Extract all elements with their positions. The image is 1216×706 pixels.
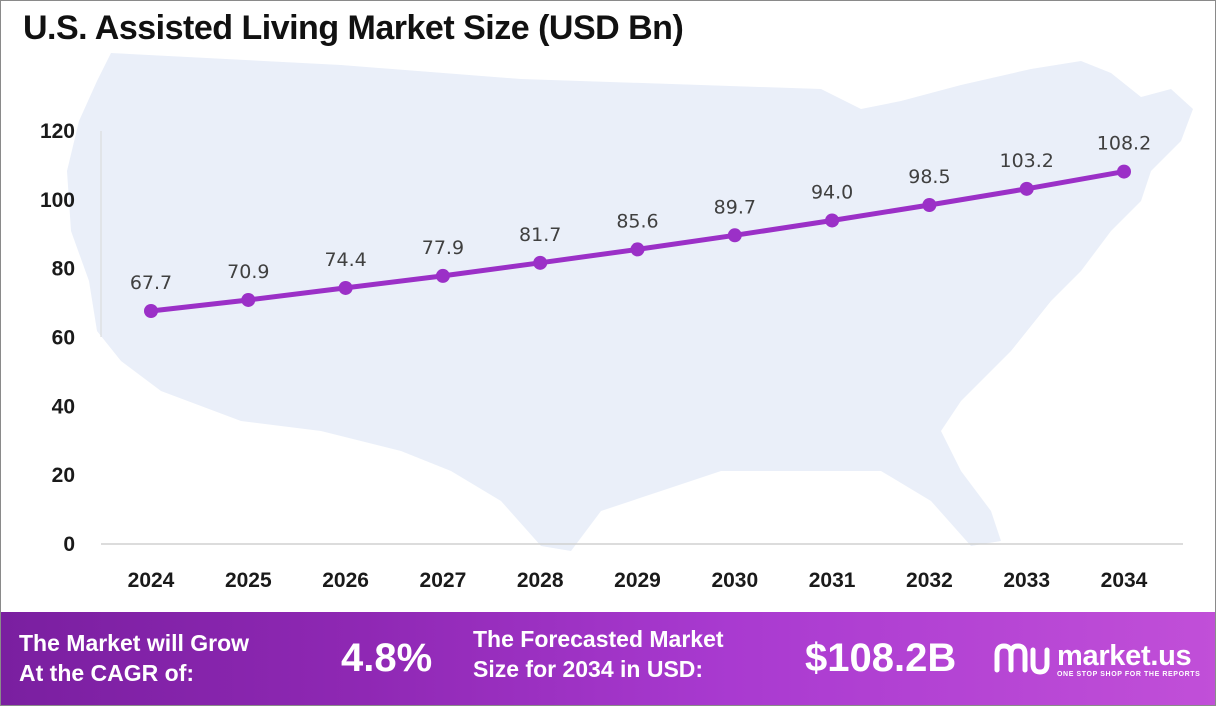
data-label: 81.7 <box>519 224 561 246</box>
data-point-marker <box>727 228 742 243</box>
x-tick-label: 2028 <box>517 569 564 592</box>
cagr-caption-line2: At the CAGR of: <box>19 660 195 686</box>
data-label: 67.7 <box>130 272 172 294</box>
y-tick-labels: 0 20 40 60 80 100 120 <box>40 120 75 556</box>
cagr-caption-line1: The Market will Grow <box>19 630 250 656</box>
x-tick-labels: 2024 2025 2026 2027 2028 2029 2030 2031 2032 2033… <box>128 569 1148 592</box>
data-label: 98.5 <box>908 166 950 188</box>
x-tick-label: 2033 <box>1003 569 1050 592</box>
y-tick-label: 60 <box>52 327 75 350</box>
chart-title: U.S. Assisted Living Market Size (USD Bn… <box>23 9 684 47</box>
line-chart: 0 20 40 60 80 100 120 2024 2025 2026 2027 2028 2029… <box>40 53 1193 592</box>
summary-banner: The Market will Grow At the CAGR of: 4.8… <box>1 612 1215 705</box>
data-point-marker <box>1117 164 1131 179</box>
cagr-caption: The Market will Grow At the CAGR of: <box>19 628 249 688</box>
x-tick-label: 2026 <box>322 569 369 592</box>
data-label: 74.4 <box>324 249 366 271</box>
x-tick-label: 2024 <box>128 569 175 592</box>
market-us-logo: market.us ONE STOP SHOP FOR THE REPORTS <box>993 638 1200 682</box>
x-tick-label: 2031 <box>809 569 856 592</box>
data-label: 94.0 <box>811 181 853 203</box>
forecast-caption-line1: The Forecasted Market <box>473 626 724 652</box>
data-point-marker <box>338 280 353 295</box>
data-point-marker <box>630 242 645 257</box>
data-labels: 67.7 70.9 74.4 77.9 81.7 85.6 89.7 94.0 98.5 103.… <box>130 133 1151 294</box>
logo-name: market.us <box>1057 640 1192 672</box>
y-tick-label: 0 <box>63 533 75 556</box>
data-point-marker <box>435 268 450 283</box>
cagr-value: 4.8% <box>341 636 433 680</box>
forecast-caption: The Forecasted Market Size for 2034 in U… <box>473 624 724 684</box>
data-point-marker <box>825 213 840 228</box>
x-tick-label: 2032 <box>906 569 953 592</box>
logo-tagline: ONE STOP SHOP FOR THE REPORTS <box>1057 671 1201 678</box>
market-us-logo-icon <box>994 643 1050 675</box>
series-line-group <box>144 164 1131 318</box>
forecast-value: $108.2B <box>805 636 957 680</box>
data-label: 108.2 <box>1097 133 1151 155</box>
x-tick-label: 2029 <box>614 569 661 592</box>
data-label: 89.7 <box>714 196 756 218</box>
us-map-silhouette <box>67 53 1193 551</box>
y-tick-label: 20 <box>52 464 75 487</box>
forecast-caption-line2: Size for 2034 in USD: <box>473 656 704 682</box>
data-point-marker <box>1019 181 1034 196</box>
y-tick-label: 100 <box>40 189 75 212</box>
data-point-marker <box>144 303 158 318</box>
x-tick-label: 2030 <box>711 569 758 592</box>
y-tick-label: 80 <box>52 258 75 281</box>
y-tick-label: 120 <box>40 120 75 143</box>
data-point-marker <box>241 292 256 307</box>
x-tick-label: 2034 <box>1101 569 1148 592</box>
data-label: 85.6 <box>616 210 658 232</box>
y-tick-label: 40 <box>52 395 75 418</box>
data-point-marker <box>922 197 937 212</box>
data-label: 77.9 <box>422 237 464 259</box>
x-tick-label: 2025 <box>225 569 272 592</box>
logo-text: market.us ONE STOP SHOP FOR THE REPORTS <box>1057 641 1200 679</box>
data-label: 103.2 <box>999 150 1053 172</box>
x-tick-label: 2027 <box>420 569 467 592</box>
data-point-marker <box>533 255 548 270</box>
data-label: 70.9 <box>227 261 269 283</box>
